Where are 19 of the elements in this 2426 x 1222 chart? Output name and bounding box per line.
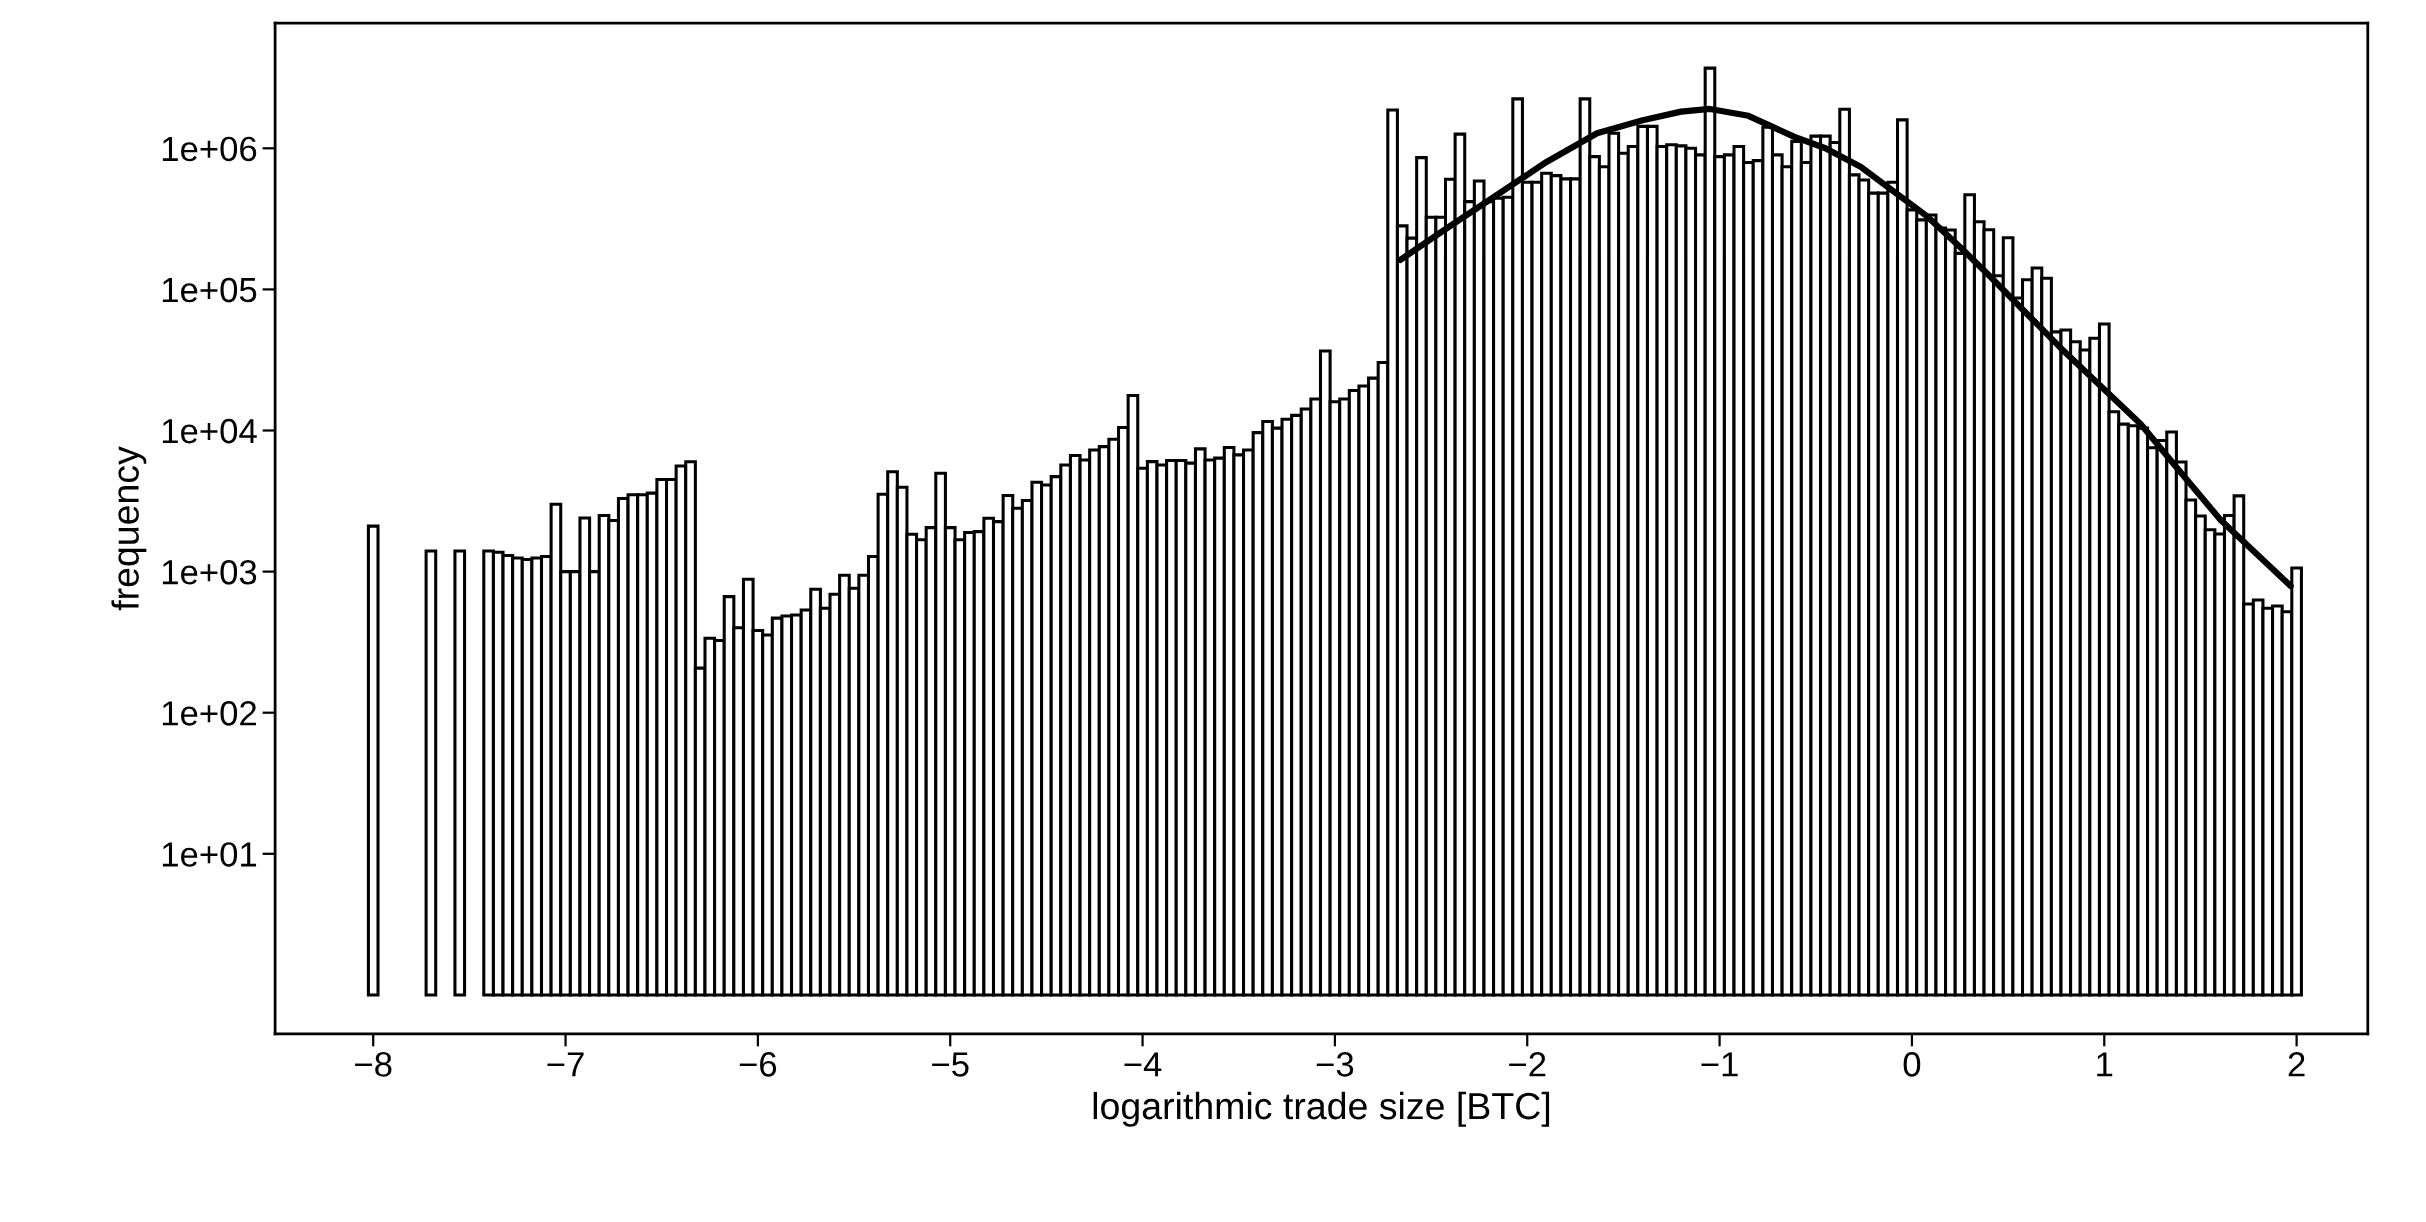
y-tick-label: 1e+02 <box>162 701 257 726</box>
x-tick-label: −7 <box>547 1052 584 1077</box>
x-tick-label: −4 <box>1124 1052 1162 1077</box>
x-tick-label: −8 <box>355 1052 392 1077</box>
x-tick-label: −2 <box>1509 1052 1546 1077</box>
x-tick-label: 2 <box>2288 1052 2305 1077</box>
x-tick-label: −6 <box>739 1052 777 1077</box>
x-tick-label: −3 <box>1316 1052 1354 1077</box>
y-tick-label: 1e+06 <box>162 136 257 162</box>
y-tick-label: 1e+04 <box>162 418 257 444</box>
y-tick-label: 1e+05 <box>162 277 257 303</box>
x-axis-title: logarithmic trade size [BTC] <box>1093 1091 1550 1127</box>
y-axis-title: frequency <box>111 446 147 611</box>
x-tick-label: −1 <box>1701 1052 1738 1077</box>
x-tick-label: 1 <box>2097 1052 2113 1077</box>
x-tick-label: −5 <box>932 1052 969 1077</box>
y-tick-label: 1e+01 <box>162 842 257 867</box>
y-tick-label: 1e+03 <box>162 559 257 585</box>
x-tick-label: 0 <box>1903 1052 1921 1077</box>
